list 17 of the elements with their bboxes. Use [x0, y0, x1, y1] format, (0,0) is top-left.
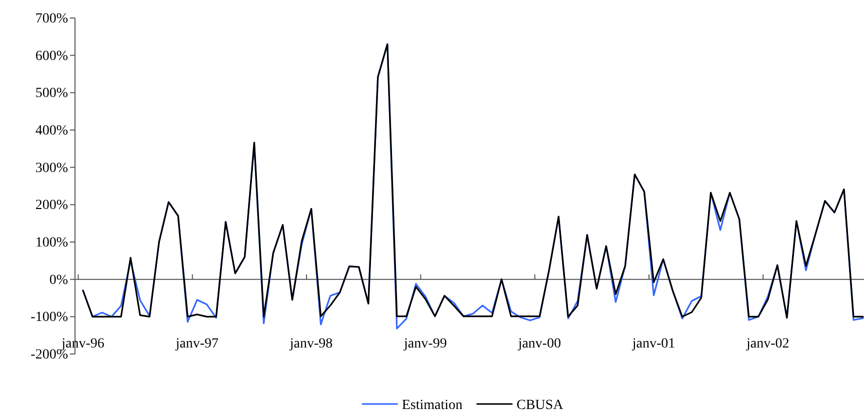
y-tick-label: 200% [35, 198, 68, 214]
x-tick-label: janv-97 [174, 336, 219, 352]
x-tick-label: janv-98 [288, 336, 333, 352]
y-tick-label: 600% [35, 48, 68, 64]
y-tick-label: 500% [35, 86, 68, 102]
x-tick-label: janv-01 [631, 336, 676, 352]
y-tick-label: 300% [35, 160, 68, 176]
x-tick-label: janv-99 [403, 336, 447, 352]
y-tick-label: 0% [49, 272, 68, 288]
legend-label: CBUSA [516, 398, 564, 412]
y-tick-label: 100% [35, 235, 68, 250]
y-tick-label: -100% [30, 310, 68, 326]
legend-label: Estimation [402, 398, 462, 412]
x-tick-label: janv-02 [745, 336, 790, 352]
y-tick-label: 400% [35, 123, 68, 138]
x-tick-label: janv-00 [517, 336, 561, 352]
y-tick-label: 700% [35, 11, 68, 26]
